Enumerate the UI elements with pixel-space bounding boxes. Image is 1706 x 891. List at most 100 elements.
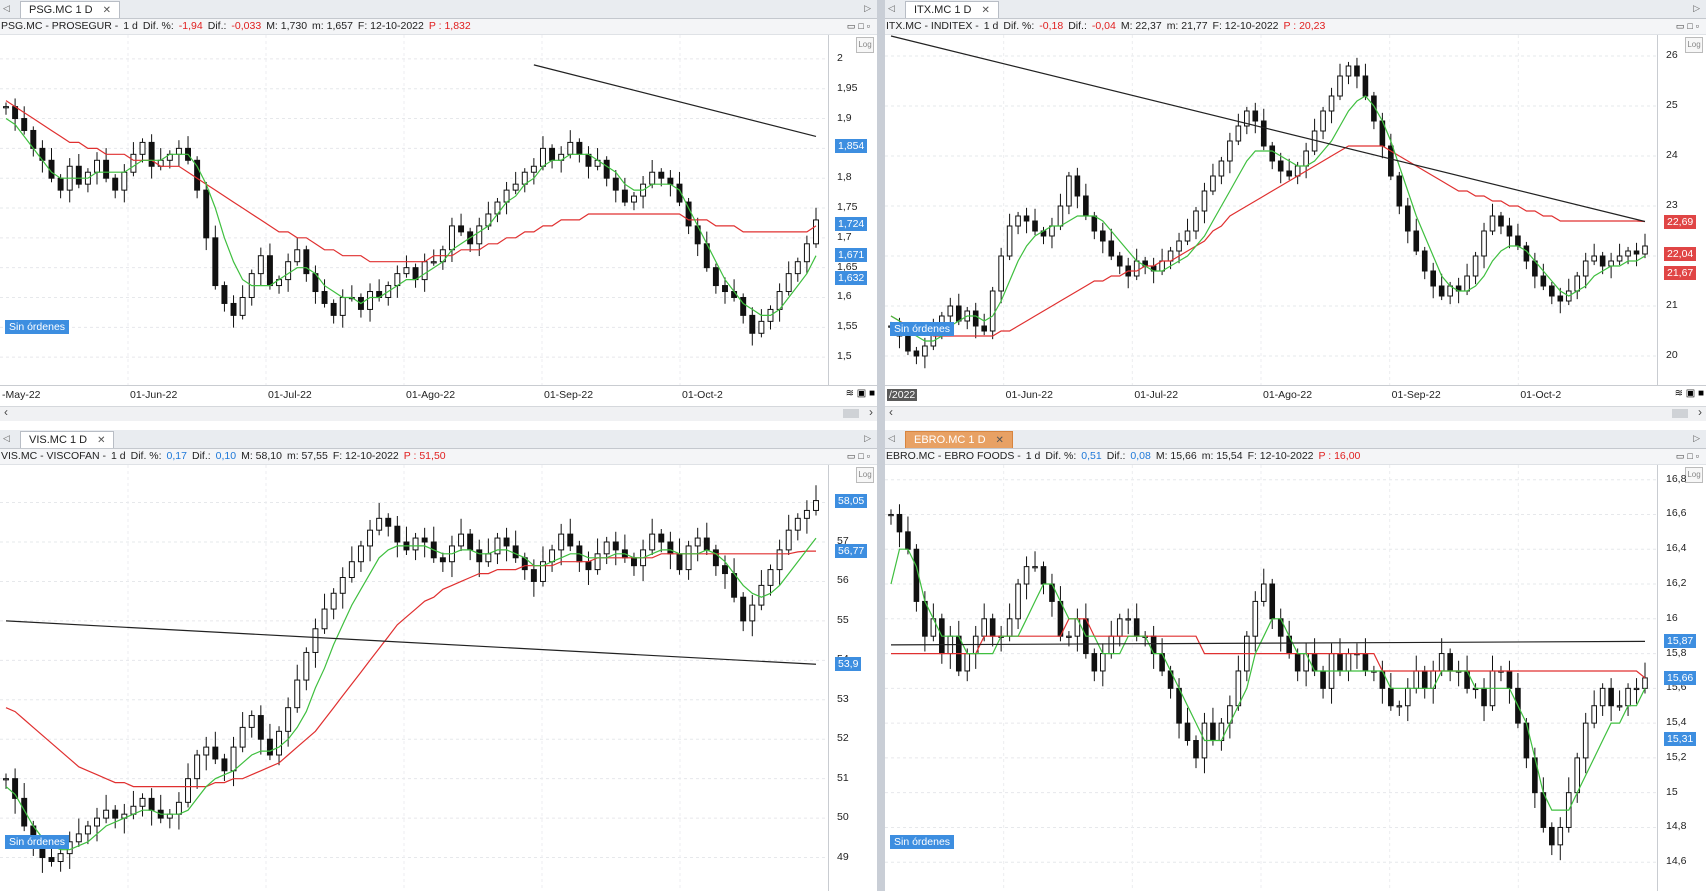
tab-scroll-right-icon[interactable]: ▷ <box>1693 433 1700 443</box>
candle-body <box>1227 140 1233 162</box>
y-tick-label: 51 <box>837 771 849 784</box>
log-scale-button[interactable]: Log <box>1685 467 1703 483</box>
chart-tools-icons[interactable]: ≋ ▣ ■ <box>1674 388 1704 399</box>
candle-body <box>103 809 110 819</box>
tab-scroll-right-icon[interactable]: ▷ <box>864 433 871 443</box>
candle-body <box>1633 687 1640 691</box>
price-tag: 15,66 <box>1664 670 1697 685</box>
candle-body <box>594 553 601 571</box>
candle-body <box>285 707 292 732</box>
price-scale[interactable]: Log 16,8 16,6 16,4 16,2 16 15,8 15,6 15,4 15,2 15 1… <box>1657 465 1706 891</box>
tab-scroll-right-icon[interactable]: ▷ <box>864 3 871 13</box>
price-scale[interactable]: Log21,951,91,851,81,751,71,651,61,551,51… <box>828 35 877 385</box>
candle-body <box>376 517 383 531</box>
scroll-left-icon[interactable]: ‹ <box>889 405 893 419</box>
log-scale-button[interactable]: Log <box>856 467 874 483</box>
candle-body <box>758 320 765 334</box>
moving-average-long <box>5 620 817 665</box>
candle-body <box>1337 653 1343 672</box>
horizontal-scrollbar[interactable]: ‹ › <box>885 405 1706 421</box>
window-buttons[interactable]: ▭□▫ <box>1675 21 1702 31</box>
window-buttons[interactable]: ▭□▫ <box>846 451 873 461</box>
candle-body <box>148 797 155 811</box>
candle-body <box>1574 275 1581 292</box>
y-tick-label: 52 <box>837 732 849 745</box>
candle-body <box>1235 670 1242 707</box>
moving-average-long <box>533 64 817 138</box>
candle-body <box>75 165 82 185</box>
candle-body <box>330 302 337 316</box>
tab-scroll-left-icon[interactable]: ◁ <box>888 3 895 13</box>
candle-body <box>1557 826 1564 846</box>
candle-body <box>1438 285 1445 297</box>
tab-scroll-left-icon[interactable]: ◁ <box>3 433 10 443</box>
candle-body <box>1421 670 1428 689</box>
period: 1 d <box>1025 450 1041 462</box>
close-tab-icon[interactable]: ✕ <box>995 435 1004 446</box>
candle-body <box>1133 260 1140 277</box>
tab-scroll-left-icon[interactable]: ◁ <box>888 433 895 443</box>
candle-body <box>1430 270 1437 287</box>
candle-body <box>1464 275 1470 292</box>
candle-body <box>1099 230 1106 242</box>
candle-body <box>294 679 301 709</box>
chart-tab[interactable]: PSG.MC 1 D ✕ <box>20 1 120 18</box>
tab-scroll-right-icon[interactable]: ▷ <box>1693 3 1700 13</box>
candle-body <box>1320 110 1326 132</box>
chart-tab[interactable]: VIS.MC 1 D ✕ <box>20 431 115 448</box>
close-tab-icon[interactable]: ✕ <box>97 435 106 446</box>
scroll-left-icon[interactable]: ‹ <box>4 405 8 419</box>
candle-body <box>530 569 537 582</box>
candle-body <box>1642 245 1648 255</box>
tab-scroll-left-icon[interactable]: ◁ <box>3 3 10 13</box>
y-tick-label: 1,7 <box>837 230 852 243</box>
dif-value: -0,04 <box>1091 20 1116 32</box>
x-tick-label: 01-Ago-22 <box>406 389 456 401</box>
candle-body <box>539 561 546 582</box>
candle-body <box>740 596 747 622</box>
ticker-name: ITX.MC - INDITEX - <box>886 20 979 32</box>
candle-body <box>1396 705 1403 708</box>
scroll-right-icon[interactable]: › <box>869 405 873 419</box>
pct-value: -0,18 <box>1039 20 1064 32</box>
candle-body <box>922 600 928 637</box>
candle-body <box>567 141 574 155</box>
y-tick-label: 1,75 <box>837 201 858 214</box>
candle-body <box>230 746 237 772</box>
scroll-thumb[interactable] <box>843 409 859 418</box>
chart-panel-ebro: ◁ EBRO.MC 1 D ✕ ▷ EBRO.MC - EBRO FOODS - 1 d D… <box>885 430 1706 891</box>
gridlines <box>885 35 1657 385</box>
price-value: P : 1,832 <box>428 20 471 32</box>
candle-body <box>1210 175 1216 192</box>
candle-body <box>1438 653 1445 672</box>
candle-body <box>512 183 519 191</box>
candle-body <box>367 291 374 310</box>
y-tick-label: 15,8 <box>1666 646 1687 659</box>
candle-body <box>1066 175 1072 207</box>
horizontal-scrollbar[interactable]: ‹ › <box>0 405 877 421</box>
candle-body <box>1633 250 1640 255</box>
vertical-splitter[interactable] <box>877 0 885 891</box>
close-tab-icon[interactable]: ✕ <box>102 5 111 16</box>
chart-tab[interactable]: ITX.MC 1 D ✕ <box>905 1 999 18</box>
chart-tab[interactable]: EBRO.MC 1 D ✕ <box>905 431 1013 448</box>
x-tick-label: 01-Ago-22 <box>1263 389 1313 401</box>
candle-body <box>476 225 483 245</box>
close-tab-icon[interactable]: ✕ <box>981 5 990 16</box>
candles <box>888 504 1648 861</box>
candle-body <box>248 715 255 728</box>
scroll-right-icon[interactable]: › <box>1698 405 1702 419</box>
x-tick-label: 01-Sep-22 <box>1391 389 1441 401</box>
chart-tools-icons[interactable]: ≋ ▣ ■ <box>845 388 875 399</box>
candle-body <box>905 335 911 352</box>
log-scale-button[interactable]: Log <box>856 37 874 53</box>
y-tick-label: 1,95 <box>837 81 858 94</box>
window-buttons[interactable]: ▭□▫ <box>846 21 873 31</box>
window-buttons[interactable]: ▭□▫ <box>1675 451 1702 461</box>
log-scale-button[interactable]: Log <box>1685 37 1703 53</box>
y-tick-label: 50 <box>837 811 849 824</box>
scroll-thumb[interactable] <box>1672 409 1688 418</box>
candle-body <box>989 290 996 332</box>
